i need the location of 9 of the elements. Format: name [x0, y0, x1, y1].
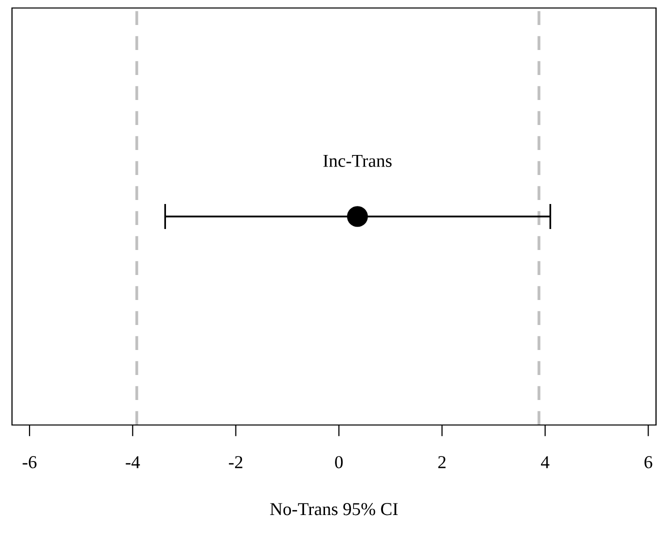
y-tick-label: Inc-Trans — [323, 154, 392, 167]
x-tick-label: -6 — [22, 456, 37, 468]
x-tick-label: -4 — [126, 456, 140, 468]
x-axis-title: No-Trans 95% CI — [270, 503, 398, 516]
x-tick-label: 2 — [438, 456, 446, 468]
x-tick-label: 4 — [540, 456, 550, 468]
x-tick-label: 0 — [335, 456, 343, 468]
x-tick-label: -2 — [228, 456, 242, 468]
x-tick-label: 6 — [644, 456, 652, 468]
